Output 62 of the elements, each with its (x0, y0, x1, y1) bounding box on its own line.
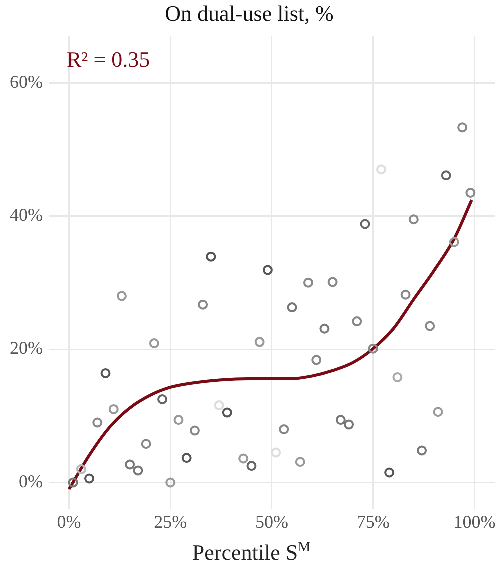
point (425, 321, 436, 332)
point (214, 400, 224, 410)
point (246, 461, 257, 472)
point (141, 439, 152, 450)
point (108, 404, 119, 414)
point (392, 372, 403, 382)
line-series (68, 198, 474, 491)
y-tick-label: 20% (10, 338, 43, 358)
point (312, 355, 322, 366)
point (441, 170, 452, 181)
x-tick-label: 50% (255, 512, 288, 532)
point (92, 418, 103, 428)
point (198, 300, 208, 310)
x-tick-label: 0% (57, 512, 82, 532)
point (352, 316, 362, 327)
chart-title: On dual-use list, % (165, 0, 334, 26)
annotation: R² = 0.35 (66, 47, 150, 72)
point (149, 338, 160, 349)
point (417, 446, 428, 456)
x-tick-label: 25% (154, 512, 188, 532)
point (190, 426, 200, 436)
point (84, 474, 95, 484)
point (166, 478, 176, 488)
point (271, 448, 282, 458)
point (295, 457, 306, 468)
point (287, 302, 298, 313)
point (400, 290, 411, 300)
point (368, 344, 378, 354)
x-tick-label: 75% (356, 512, 390, 532)
point (158, 394, 168, 404)
x-tick-label: 100% (454, 512, 496, 532)
point (182, 453, 192, 464)
point (328, 277, 338, 288)
point (222, 408, 232, 418)
point (303, 278, 314, 288)
point (376, 164, 386, 175)
point (384, 468, 395, 478)
y-tick-label: 40% (10, 205, 43, 226)
point (336, 415, 346, 426)
point (449, 237, 460, 248)
point (116, 291, 127, 302)
point (174, 415, 184, 426)
point (408, 214, 419, 225)
point (68, 478, 78, 488)
point (133, 466, 144, 476)
point (254, 337, 265, 348)
point (466, 188, 476, 198)
point (262, 265, 273, 276)
point (100, 368, 111, 378)
y-tick-label: 0% (18, 471, 43, 492)
point (125, 460, 136, 470)
point (458, 122, 468, 133)
point (76, 464, 86, 474)
point (206, 252, 216, 262)
point (360, 219, 370, 230)
point (238, 454, 249, 464)
point (344, 420, 354, 430)
point (433, 407, 444, 418)
y-tick-label: 60% (10, 72, 43, 92)
x-axis-title: Percentile S$^{M}$ (191, 540, 312, 566)
point (279, 424, 290, 434)
point (320, 324, 330, 334)
